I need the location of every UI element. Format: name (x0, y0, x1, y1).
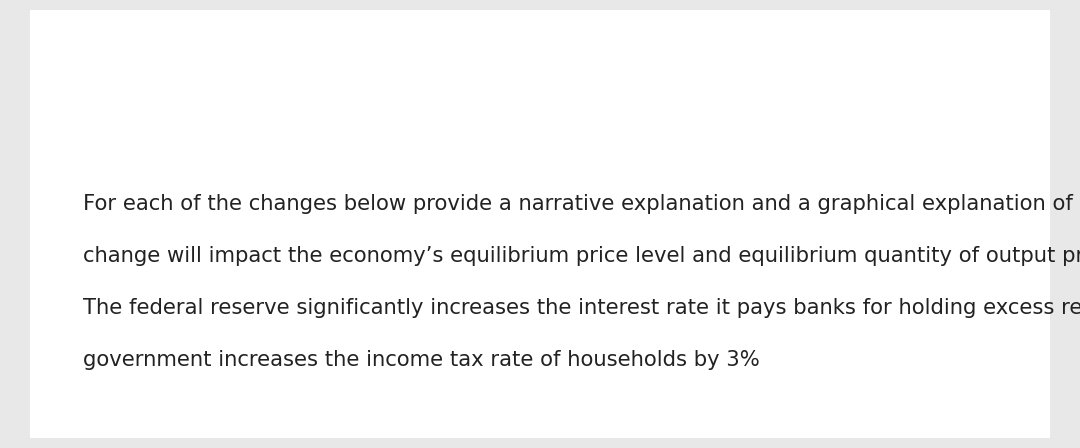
Text: For each of the changes below provide a narrative explanation and a graphical ex: For each of the changes below provide a … (83, 194, 1080, 214)
Text: government increases the income tax rate of households by 3%: government increases the income tax rate… (83, 350, 759, 370)
Text: change will impact the economy’s equilibrium price level and equilibrium quantit: change will impact the economy’s equilib… (83, 246, 1080, 266)
Text: The federal reserve significantly increases the interest rate it pays banks for : The federal reserve significantly increa… (83, 298, 1080, 318)
